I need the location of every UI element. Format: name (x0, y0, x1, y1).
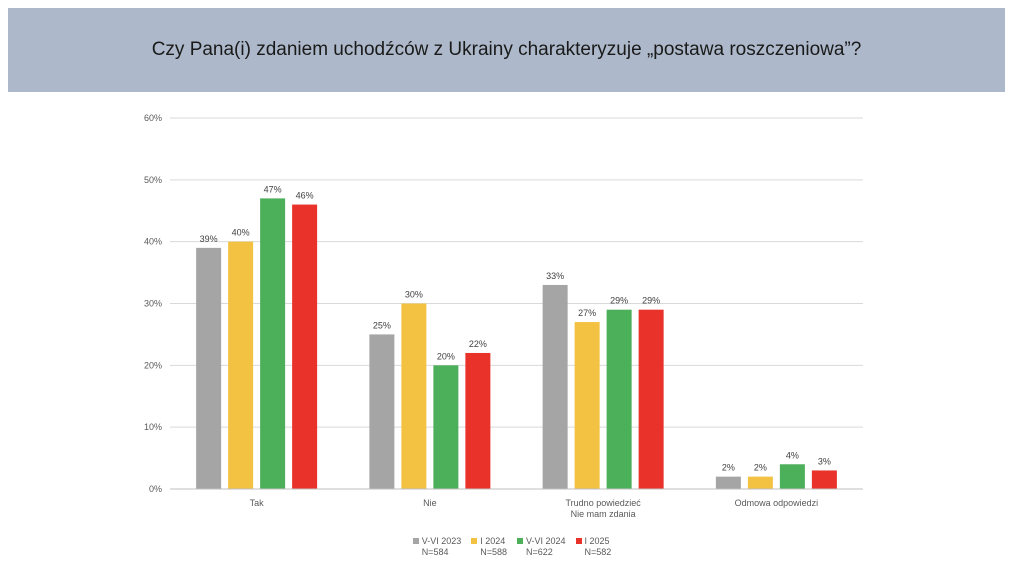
legend-sample-size: N=584 (421, 547, 449, 557)
bar (228, 241, 254, 489)
bar (292, 204, 318, 490)
bar (369, 334, 395, 489)
legend-sample-size: N=588 (480, 547, 507, 557)
bar (811, 470, 837, 489)
data-label: 46% (296, 191, 314, 201)
bar (401, 303, 427, 489)
legend-item: V-VI 2023 N=584 (412, 536, 462, 558)
legend-item: V-VI 2024 N=622 (517, 536, 566, 558)
legend-label: V-VI 2023 N=584 (422, 536, 462, 558)
bar (433, 365, 459, 489)
y-tick-label: 0% (149, 484, 162, 494)
y-tick-label: 40% (144, 237, 162, 247)
data-label: 20% (437, 351, 455, 361)
legend-series-name: I 2025 (584, 536, 610, 546)
data-label: 33% (546, 271, 564, 281)
bar (606, 309, 632, 489)
legend-label: I 2024 N=588 (480, 536, 507, 558)
bar (715, 476, 741, 489)
legend-series-name: I 2024 (480, 536, 506, 546)
data-label: 4% (786, 450, 799, 460)
legend-item: I 2025 N=582 (575, 536, 612, 558)
legend-label: V-VI 2024 N=622 (526, 536, 566, 558)
data-label: 22% (469, 339, 487, 349)
y-tick-label: 20% (144, 360, 162, 370)
legend-sample-size: N=622 (526, 547, 553, 557)
y-tick-label: 60% (144, 113, 162, 123)
y-tick-label: 50% (144, 175, 162, 185)
bar (196, 247, 222, 489)
bar (574, 322, 600, 489)
legend-swatch (517, 538, 523, 544)
bar (260, 198, 286, 489)
x-tick-label: Tak (250, 498, 265, 508)
data-label: 27% (578, 308, 596, 318)
legend: V-VI 2023 N=584 I 2024 N=588 V-VI 2024 N=622 I… (0, 536, 1024, 558)
data-label: 40% (232, 228, 250, 238)
legend-label: I 2025 N=582 (585, 536, 612, 558)
legend-sample-size: N=582 (584, 547, 612, 557)
x-tick-label: Nie mam zdania (571, 509, 636, 519)
bar (465, 352, 491, 489)
legend-series-name: V-VI 2023 (421, 536, 462, 546)
bar (747, 476, 773, 489)
bar (638, 309, 664, 489)
y-tick-label: 30% (144, 299, 162, 309)
legend-series-name: V-VI 2024 (526, 536, 566, 546)
bar (779, 464, 805, 489)
legend-swatch (412, 538, 419, 544)
x-tick-label: Odmowa odpowiedzi (735, 498, 819, 508)
y-tick-label: 10% (144, 422, 162, 432)
x-tick-label: Trudno powiedzieć (566, 498, 642, 508)
data-label: 3% (818, 456, 831, 466)
data-label: 2% (754, 463, 767, 473)
legend-item: I 2024 N=588 (471, 536, 507, 558)
data-label: 2% (722, 463, 735, 473)
legend-swatch (471, 538, 478, 544)
data-label: 29% (642, 296, 660, 306)
data-label: 29% (610, 296, 628, 306)
legend-swatch (575, 538, 582, 544)
chart-title: Czy Pana(i) zdaniem uchodźców z Ukrainy … (151, 39, 862, 60)
bar (542, 284, 568, 489)
data-label: 25% (373, 320, 391, 330)
data-label: 30% (405, 290, 423, 300)
title-band: Czy Pana(i) zdaniem uchodźców z Ukrainy … (8, 8, 1005, 92)
data-label: 47% (264, 184, 282, 194)
x-tick-label: Nie (423, 498, 437, 508)
data-label: 39% (200, 234, 218, 244)
